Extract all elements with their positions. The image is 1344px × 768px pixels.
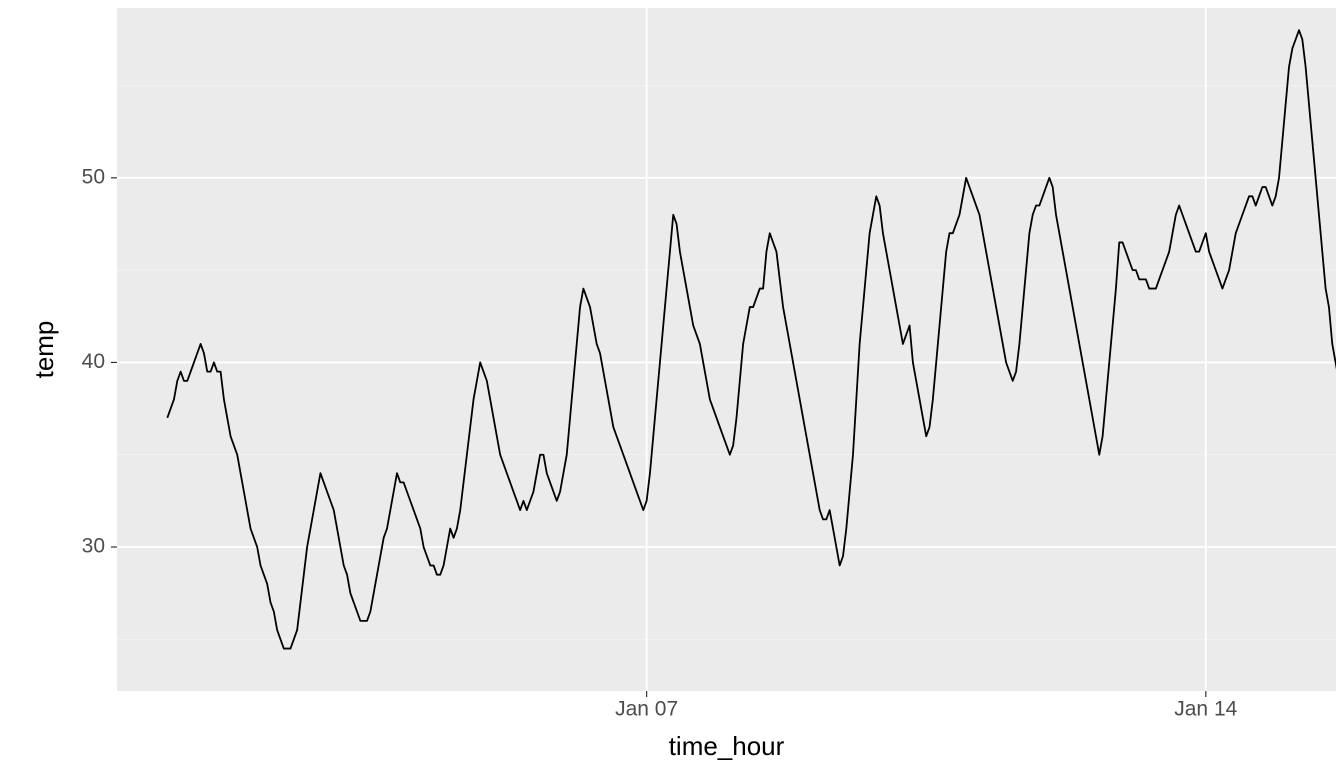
chart-svg: 30 40 50 Jan 07 Jan 14 time_hour temp: [0, 0, 1344, 768]
y-tick-label: 30: [82, 535, 105, 558]
x-tick-label: Jan 14: [1174, 697, 1237, 720]
plot-panel: [117, 8, 1336, 691]
y-tick-label: 40: [82, 350, 105, 373]
line-chart: 30 40 50 Jan 07 Jan 14 time_hour temp: [0, 0, 1344, 768]
x-tick-label: Jan 07: [615, 697, 678, 720]
y-tick-label: 50: [82, 165, 105, 188]
x-axis-title: time_hour: [669, 731, 785, 761]
y-axis-title: temp: [29, 321, 59, 379]
